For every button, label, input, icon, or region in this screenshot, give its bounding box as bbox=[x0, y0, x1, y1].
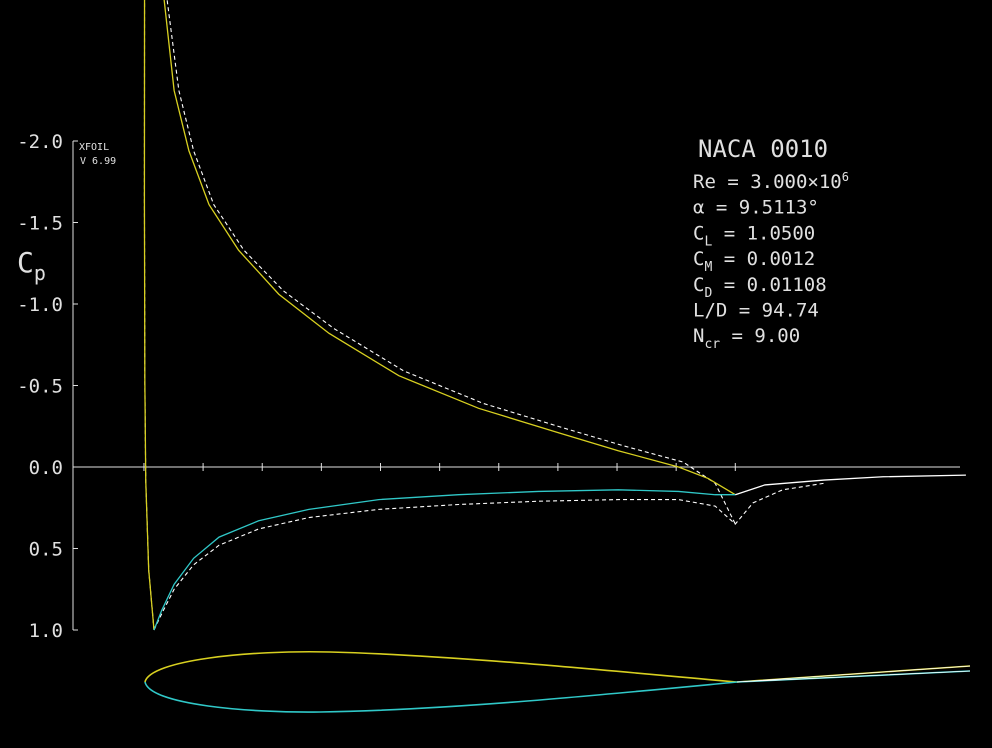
param-sup: 6 bbox=[842, 170, 849, 184]
param-text: C bbox=[693, 274, 704, 296]
param-text: C bbox=[693, 248, 704, 270]
param-sub: M bbox=[704, 260, 712, 275]
y-tick-label: -1.5 bbox=[17, 213, 63, 235]
y-tick-label: 0.5 bbox=[29, 539, 63, 561]
param-line: L/D = 94.74 bbox=[693, 300, 819, 322]
cp-line bbox=[735, 474, 966, 496]
cp-line bbox=[153, 482, 825, 631]
param-sub: D bbox=[704, 286, 712, 301]
cp-line bbox=[153, 489, 736, 631]
airfoil-name: NACA 0010 bbox=[698, 135, 828, 163]
param-text: Re = 3.000×10 bbox=[693, 171, 842, 193]
param-text: N bbox=[693, 325, 704, 347]
param-line: CM = 0.0012 bbox=[693, 248, 815, 275]
airfoil-upper bbox=[144, 650, 971, 683]
program-label: V 6.99 bbox=[80, 156, 116, 167]
airfoil bbox=[144, 650, 971, 713]
param-line: α = 9.5113° bbox=[693, 197, 819, 219]
wake-lines bbox=[736, 665, 971, 683]
y-tick-label: 1.0 bbox=[29, 620, 63, 642]
param-text: L/D = 94.74 bbox=[693, 300, 819, 322]
y-tick-label: 0.0 bbox=[29, 457, 63, 479]
y-label-main: C bbox=[17, 246, 34, 279]
y-label-sub: p bbox=[34, 261, 46, 285]
param-text: C bbox=[693, 222, 704, 244]
param-sub: L bbox=[704, 234, 712, 249]
param-value: = 9.00 bbox=[720, 325, 800, 347]
cp-line bbox=[143, 0, 736, 631]
param-line: CL = 1.0500 bbox=[693, 222, 815, 249]
param-value: = 0.0012 bbox=[712, 248, 815, 270]
program-label: XFOIL bbox=[79, 142, 109, 153]
param-text: α = 9.5113° bbox=[693, 197, 819, 219]
y-axis-label: Cp bbox=[17, 246, 46, 285]
param-line: Ncr = 9.00 bbox=[693, 325, 800, 352]
cp-line bbox=[143, 0, 736, 631]
param-sub: cr bbox=[704, 337, 720, 352]
y-tick-label: -2.0 bbox=[17, 131, 63, 153]
param-value: = 0.01108 bbox=[712, 274, 826, 296]
y-tick-label: -0.5 bbox=[17, 376, 63, 398]
param-line: Re = 3.000×106 bbox=[693, 170, 849, 193]
y-tick-label: -1.0 bbox=[17, 294, 63, 316]
airfoil-lower bbox=[144, 670, 971, 713]
param-value: = 1.0500 bbox=[712, 222, 815, 244]
param-line: CD = 0.01108 bbox=[693, 274, 827, 301]
